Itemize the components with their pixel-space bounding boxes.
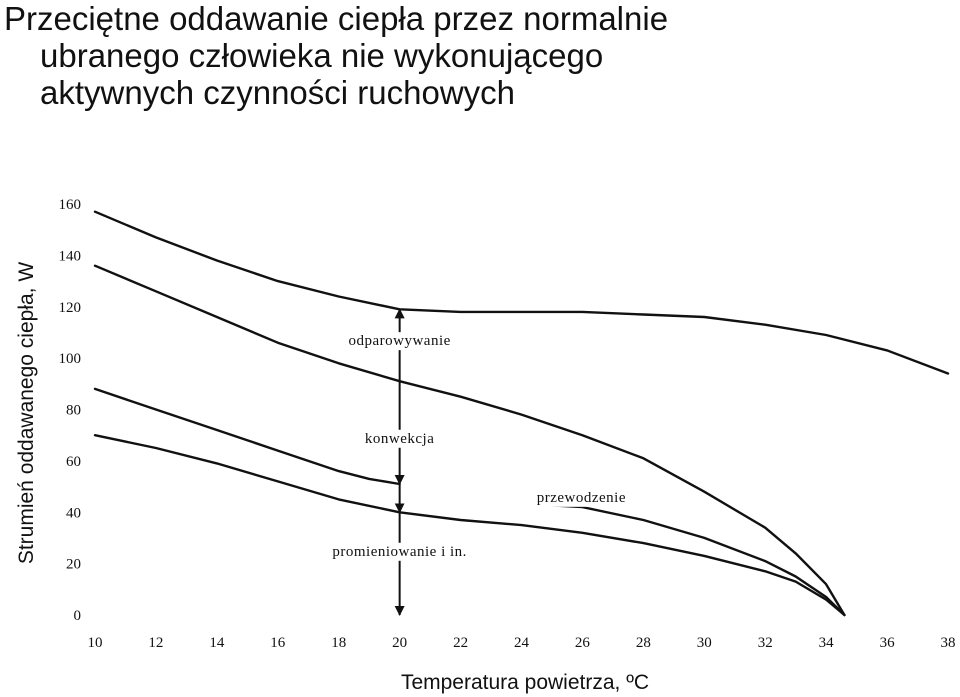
y-tick-label: 80 [66, 403, 81, 419]
annotations: odparowywanie konwekcja przewodzenie promie… [328, 332, 631, 561]
x-tick-label: 20 [392, 635, 407, 651]
annotation-label: promieniowanie i in. [332, 544, 467, 560]
annotation-background [532, 488, 631, 507]
chart-title-line: Przeciętne oddawanie ciepła przez normal… [4, 0, 669, 37]
series-line [93, 264, 846, 617]
annotation-group: konwekcja [360, 429, 439, 448]
chart-title-line: ubranego człowieka nie wykonującego [40, 37, 604, 74]
series-line [535, 503, 846, 617]
series-line [93, 387, 401, 486]
x-tick-label: 18 [331, 635, 346, 651]
series-line [93, 434, 846, 617]
x-tick-label: 12 [148, 635, 163, 651]
annotation-label: przewodzenie [537, 490, 626, 506]
annotation-group: promieniowanie i in. [328, 542, 471, 561]
y-tick-label: 100 [59, 351, 82, 367]
annotation-background [360, 429, 439, 448]
annotation-background [344, 332, 455, 351]
y-axis-ticks: 0 20 40 60 80 100 120 140 160 [59, 197, 82, 624]
y-axis-title: Strumień oddawanego ciepła, W [15, 262, 38, 565]
annotation-group: przewodzenie [532, 488, 631, 507]
y-tick-label: 160 [59, 197, 82, 213]
y-tick-label: 0 [74, 608, 82, 624]
x-axis-title: Temperatura powietrza, ºC [401, 671, 649, 694]
y-tick-label: 40 [66, 505, 81, 521]
x-tick-label: 30 [697, 635, 712, 651]
y-tick-label: 60 [66, 454, 81, 470]
x-tick-label: 26 [575, 635, 591, 651]
series-line [93, 210, 950, 375]
x-tick-label: 14 [209, 635, 225, 651]
x-axis-ticks: 10 12 14 16 18 20 22 24 26 28 30 32 34 36 38 [88, 635, 956, 651]
y-tick-label: 20 [66, 557, 81, 573]
x-tick-label: 32 [758, 635, 773, 651]
chart-title: Przeciętne oddawanie ciepła przez normal… [4, 0, 904, 111]
x-tick-label: 16 [270, 635, 286, 651]
x-tick-label: 24 [514, 635, 530, 651]
x-tick-label: 10 [88, 635, 103, 651]
y-tick-label: 120 [59, 300, 82, 316]
annotation-background [328, 542, 471, 561]
x-tick-label: 38 [941, 635, 956, 651]
plot-lines [93, 210, 950, 617]
x-tick-label: 22 [453, 635, 468, 651]
y-tick-label: 140 [59, 248, 82, 264]
x-tick-label: 36 [880, 635, 896, 651]
x-tick-label: 34 [819, 635, 835, 651]
annotation-label: odparowywanie [348, 333, 450, 349]
chart-title-line: aktywnych czynności ruchowych [40, 74, 516, 111]
annotation-label: konwekcja [365, 431, 434, 447]
x-tick-label: 28 [636, 635, 651, 651]
annotation-group: odparowywanie [344, 332, 455, 351]
